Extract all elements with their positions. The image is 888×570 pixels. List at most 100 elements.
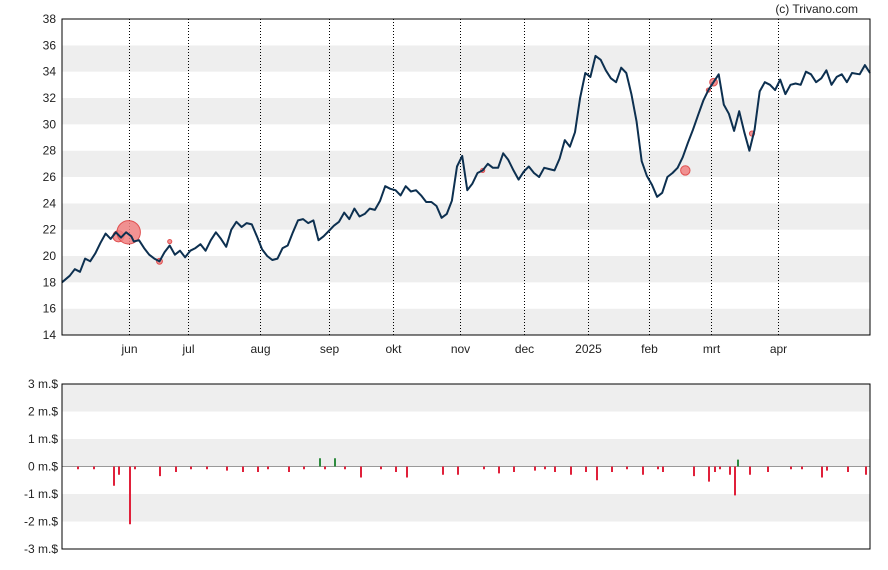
volume-bar xyxy=(544,466,546,470)
volume-bar xyxy=(596,466,598,481)
volume-bar xyxy=(534,466,536,471)
volume-bar xyxy=(334,458,336,467)
volume-grid-band xyxy=(62,384,870,412)
price-grid-band xyxy=(62,150,870,177)
volume-bar xyxy=(77,466,79,470)
price-y-tick-label: 26 xyxy=(43,170,57,184)
volume-bar xyxy=(657,466,659,470)
price-x-tick-label: okt xyxy=(385,342,402,356)
volume-y-tick-label: 1 m.$ xyxy=(28,432,58,446)
volume-bar xyxy=(790,466,792,470)
volume-plot-border xyxy=(61,383,871,550)
price-grid-band xyxy=(62,19,870,46)
price-y-tick-label: 20 xyxy=(43,249,57,263)
volume-bar xyxy=(714,466,716,472)
price-x-tick-label: feb xyxy=(641,342,658,356)
volume-bars xyxy=(77,458,867,525)
price-grid-band xyxy=(62,71,870,98)
price-x-tick-label: mrt xyxy=(703,342,721,356)
volume-bar xyxy=(734,466,736,496)
volume-bar xyxy=(175,466,177,472)
volume-bar xyxy=(118,466,120,475)
volume-bar xyxy=(767,466,769,472)
volume-bar xyxy=(821,466,823,478)
price-grid-band xyxy=(62,98,870,125)
volume-bar xyxy=(303,466,305,470)
volume-y-tick-label: -3 m.$ xyxy=(24,542,58,556)
volume-bar xyxy=(662,466,664,472)
price-x-tick-label: nov xyxy=(451,342,470,356)
price-y-tick-label: 16 xyxy=(43,302,57,316)
volume-bar xyxy=(570,466,572,475)
price-x-tick-label: dec xyxy=(515,342,534,356)
volume-bar xyxy=(406,466,408,478)
volume-grid-bands xyxy=(62,384,870,549)
price-y-tick-label: 32 xyxy=(43,91,57,105)
volume-bar xyxy=(395,466,397,472)
volume-y-tick-label: 2 m.$ xyxy=(28,405,58,419)
volume-bar xyxy=(190,466,192,470)
volume-y-tick-label: 0 m.$ xyxy=(28,460,58,474)
price-y-tick-label: 36 xyxy=(43,38,57,52)
price-y-tick-label: 38 xyxy=(43,12,57,26)
price-grid-band xyxy=(62,203,870,230)
volume-bar xyxy=(344,466,346,470)
volume-bar xyxy=(319,458,321,467)
volume-bar xyxy=(134,466,136,470)
volume-bar xyxy=(847,466,849,472)
volume-bar xyxy=(257,466,259,472)
price-y-axis: 14 16 18 20 22 24 26 28 30 32 34 36 38 xyxy=(43,12,57,342)
price-x-axis: jun jul aug sep okt nov dec 2025 feb mrt apr xyxy=(120,342,787,356)
price-series xyxy=(61,54,871,284)
price-x-tick-label: jun xyxy=(120,342,137,356)
price-x-tick-label: apr xyxy=(770,342,787,356)
price-y-tick-label: 22 xyxy=(43,223,57,237)
volume-bar xyxy=(288,466,290,472)
volume-bar xyxy=(729,466,731,475)
volume-bar xyxy=(324,466,326,470)
price-grid-band xyxy=(62,282,870,309)
volume-bar xyxy=(865,466,867,475)
price-grid-band xyxy=(62,229,870,256)
volume-bar xyxy=(159,466,161,477)
price-x-tick-label: sep xyxy=(320,342,340,356)
volume-grid-band xyxy=(62,439,870,467)
price-grid-band xyxy=(62,45,870,72)
volume-y-tick-label: -2 m.$ xyxy=(24,515,58,529)
volume-bar xyxy=(206,466,208,470)
price-grid-band xyxy=(62,256,870,283)
price-y-tick-label: 28 xyxy=(43,144,57,158)
volume-bar xyxy=(93,466,95,470)
volume-grid-band xyxy=(62,494,870,522)
volume-bar xyxy=(267,466,269,470)
volume-bar xyxy=(483,466,485,470)
price-y-tick-label: 30 xyxy=(43,117,57,131)
price-grid-bands xyxy=(62,19,870,335)
price-grid-band xyxy=(62,308,870,335)
volume-bar xyxy=(242,466,244,472)
price-line xyxy=(61,54,871,284)
volume-bar xyxy=(457,466,459,475)
volume-bar xyxy=(226,466,228,471)
volume-y-tick-label: 3 m.$ xyxy=(28,377,58,391)
volume-grid-band xyxy=(62,466,870,494)
volume-bar xyxy=(826,466,828,471)
price-x-tick-label: 2025 xyxy=(575,342,602,356)
volume-bar xyxy=(749,466,751,475)
price-y-tick-label: 14 xyxy=(43,328,57,342)
volume-bar xyxy=(498,466,500,474)
price-y-tick-label: 34 xyxy=(43,65,57,79)
volume-bar xyxy=(554,466,556,472)
price-y-tick-label: 18 xyxy=(43,275,57,289)
volume-bar xyxy=(113,466,115,486)
price-x-tick-label: jul xyxy=(181,342,194,356)
volume-bar xyxy=(513,466,515,472)
volume-bar xyxy=(693,466,695,477)
trade-marker xyxy=(167,238,173,245)
trade-marker xyxy=(680,165,691,176)
volume-grid-band xyxy=(62,411,870,439)
volume-bar xyxy=(801,466,803,470)
volume-bar xyxy=(737,459,739,467)
